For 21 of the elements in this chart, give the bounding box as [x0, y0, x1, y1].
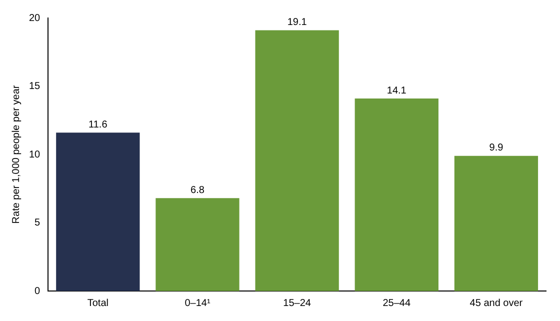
y-tick-label: 0 [34, 286, 41, 297]
y-axis-title: Rate per 1,000 people per year [10, 84, 22, 224]
bar [56, 132, 140, 291]
y-tick-label: 10 [29, 149, 41, 160]
y-tick-label: 15 [29, 81, 41, 92]
bar [354, 98, 438, 291]
x-tick-label: 45 and over [470, 298, 524, 309]
data-label: 19.1 [287, 17, 308, 28]
y-tick-label: 5 [34, 218, 41, 228]
bar [255, 30, 339, 291]
data-label: 9.9 [489, 142, 504, 154]
y-tick-label: 20 [29, 12, 41, 24]
data-label: 14.1 [386, 85, 407, 96]
x-tick-label: 25–44 [382, 298, 411, 309]
data-label: 11.6 [88, 119, 108, 130]
x-tick-label: 0–14¹ [184, 298, 211, 309]
x-tick-label: 15–24 [283, 298, 312, 309]
bar [156, 198, 240, 291]
x-tick-label: Total [87, 298, 108, 309]
bar [454, 156, 538, 291]
data-label: 6.8 [190, 184, 205, 196]
